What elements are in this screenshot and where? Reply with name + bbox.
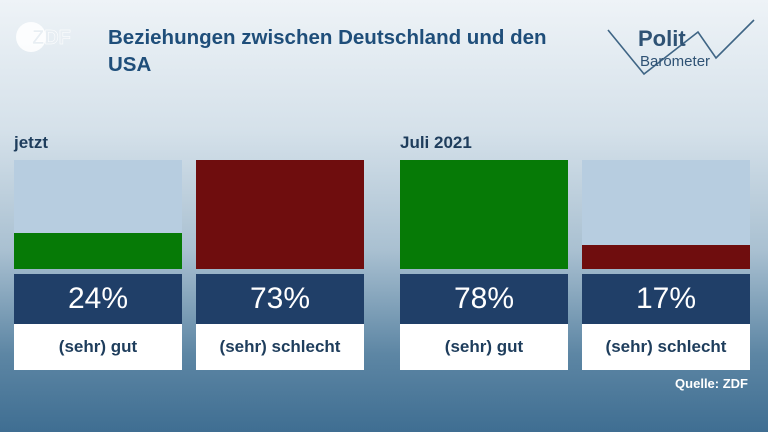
bar-track: [400, 160, 568, 269]
category-label: (sehr) gut: [400, 324, 568, 370]
group-label-jetzt: jetzt: [14, 133, 48, 152]
bar-track: [582, 160, 750, 269]
bar-panel-juli-schlecht: 17% (sehr) schlecht: [582, 160, 750, 370]
bar-panel-jetzt-gut: 24% (sehr) gut: [14, 160, 182, 370]
bar-jetzt-gut: [14, 233, 182, 269]
bar-juli-gut: [400, 160, 568, 269]
zdf-logo-text: ZDF: [32, 27, 71, 49]
category-label: (sehr) schlecht: [582, 324, 750, 370]
chart-title: Beziehungen zwischen Deutschland und den…: [108, 26, 547, 76]
value-label: 24%: [14, 274, 182, 324]
category-label: (sehr) schlecht: [196, 324, 364, 370]
politbarometer-logo: Polit Barometer: [607, 19, 755, 76]
bar-jetzt-schlecht: [196, 160, 364, 269]
category-label: (sehr) gut: [14, 324, 182, 370]
bar-track: [14, 160, 182, 269]
source-note: Quelle: ZDF: [675, 376, 748, 391]
bar-panel-jetzt-schlecht: 73% (sehr) schlecht: [196, 160, 364, 370]
value-label: 17%: [582, 274, 750, 324]
bar-juli-schlecht: [582, 245, 750, 269]
group-label-juli-2021: Juli 2021: [400, 133, 472, 152]
value-label: 78%: [400, 274, 568, 324]
politbarometer-logo-line2: Barometer: [640, 53, 710, 70]
zdf-logo: ZDF: [16, 22, 71, 52]
value-label: 73%: [196, 274, 364, 324]
bar-panel-juli-gut: 78% (sehr) gut: [400, 160, 568, 370]
bar-track: [196, 160, 364, 269]
politbarometer-logo-line1: Polit: [638, 26, 686, 51]
